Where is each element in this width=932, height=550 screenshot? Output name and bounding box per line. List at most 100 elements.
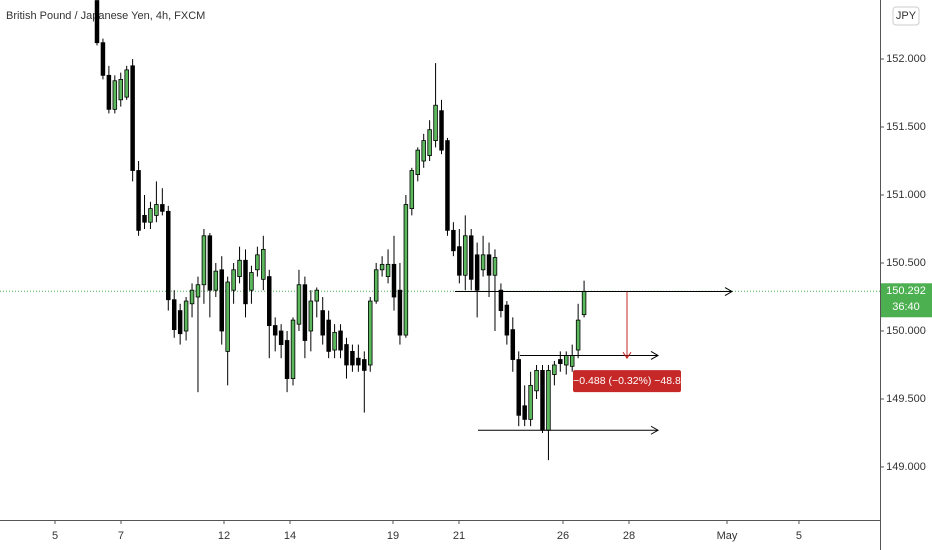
x-tick-label: 12 xyxy=(218,530,230,542)
price-badge xyxy=(881,283,932,318)
candle-body xyxy=(421,140,426,162)
candle-body xyxy=(326,319,331,352)
measure-box xyxy=(573,370,681,393)
candle-body xyxy=(427,129,432,156)
candle-body xyxy=(148,208,153,223)
candle-body xyxy=(243,259,248,305)
candle-body xyxy=(249,272,254,291)
candle-body xyxy=(439,110,444,151)
candle-body xyxy=(534,370,539,392)
candle-body xyxy=(201,235,207,286)
candle-body xyxy=(154,204,159,216)
candle-body xyxy=(296,284,302,325)
candle-body xyxy=(160,204,165,212)
candle-body xyxy=(575,319,581,351)
candle-body xyxy=(516,359,521,416)
candle-body xyxy=(445,140,450,231)
x-tick-label: May xyxy=(717,530,738,542)
ray-arrow xyxy=(650,425,660,435)
candle-body xyxy=(504,304,510,336)
candle-body xyxy=(492,257,498,276)
candle-body xyxy=(552,364,557,375)
x-tick-label: 5 xyxy=(52,530,58,542)
candle-body xyxy=(237,259,242,277)
candle-body xyxy=(195,284,201,298)
candle-body xyxy=(284,340,290,379)
candle-body xyxy=(356,357,361,366)
candle-body xyxy=(457,246,462,276)
currency-button[interactable] xyxy=(892,6,920,26)
price-badge-value: 150.292 xyxy=(886,285,926,297)
candle-body xyxy=(112,80,118,110)
candle-body xyxy=(272,325,278,336)
candle-body xyxy=(308,300,314,332)
candle-body xyxy=(510,329,516,360)
candle-body xyxy=(332,331,337,351)
y-tick-label: 152.000 xyxy=(886,53,926,65)
candle-body xyxy=(350,350,355,366)
candle-body xyxy=(189,289,195,305)
candle-body xyxy=(463,235,468,276)
candle-body xyxy=(225,281,230,352)
candle-body xyxy=(130,65,135,171)
x-tick-label: 5 xyxy=(796,530,802,542)
y-tick-label: 149.500 xyxy=(886,393,926,405)
measure-arrowhead xyxy=(622,351,632,360)
candle-body xyxy=(373,269,379,302)
candle-body xyxy=(522,405,527,420)
candle-body xyxy=(213,270,219,291)
ray-arrow xyxy=(650,351,660,360)
candle-body xyxy=(219,269,224,332)
chart-title: British Pound / Japanese Yen, 4h, FXCM xyxy=(6,10,205,22)
candle-body xyxy=(528,384,533,420)
candle-body xyxy=(403,204,409,336)
currency-label[interactable]: JPY xyxy=(896,10,917,22)
candle-body xyxy=(255,254,260,271)
candle-body xyxy=(379,263,385,271)
candle-body xyxy=(338,330,343,351)
x-tick-label: 21 xyxy=(453,530,465,542)
candle-body xyxy=(267,276,272,326)
candle-body xyxy=(100,42,106,76)
candle-body xyxy=(397,289,403,336)
y-tick-label: 151.500 xyxy=(886,121,926,133)
ray-arrow xyxy=(724,287,734,296)
candle-body xyxy=(183,300,189,332)
candle-body xyxy=(171,299,177,331)
candle-body xyxy=(177,310,183,335)
candle-body xyxy=(558,359,563,365)
candle-body xyxy=(433,104,438,142)
candle-body xyxy=(278,330,284,345)
candle-body xyxy=(231,269,236,291)
candle-body xyxy=(385,263,391,277)
candle-body xyxy=(581,291,587,316)
candle-body xyxy=(391,263,397,298)
candle-body xyxy=(474,254,480,291)
candle-body xyxy=(136,170,141,231)
candle-body xyxy=(540,370,545,431)
y-tick-label: 151.000 xyxy=(886,189,926,201)
candle-body xyxy=(367,300,373,366)
price-badge-countdown: 36:40 xyxy=(892,301,920,313)
candle-body xyxy=(166,210,171,301)
candle-body xyxy=(314,289,320,302)
candle-body xyxy=(498,289,504,311)
candle-body xyxy=(468,235,474,280)
x-tick-label: 26 xyxy=(557,530,569,542)
candle-body xyxy=(320,310,325,336)
candle-body xyxy=(290,319,296,379)
candle-body xyxy=(451,229,456,252)
candle-body xyxy=(409,170,415,209)
candle-body xyxy=(106,74,112,110)
candle-body xyxy=(569,355,575,367)
candle-body xyxy=(564,355,569,366)
y-tick-label: 149.000 xyxy=(886,461,926,473)
x-tick-label: 7 xyxy=(118,530,124,542)
measure-label: −0.488 (−0.32%) −48.8 xyxy=(573,375,681,387)
candle-body xyxy=(486,254,492,276)
x-tick-label: 14 xyxy=(284,530,296,542)
candle-body xyxy=(118,79,124,101)
candle-body xyxy=(546,370,551,431)
candle-body xyxy=(415,149,420,176)
